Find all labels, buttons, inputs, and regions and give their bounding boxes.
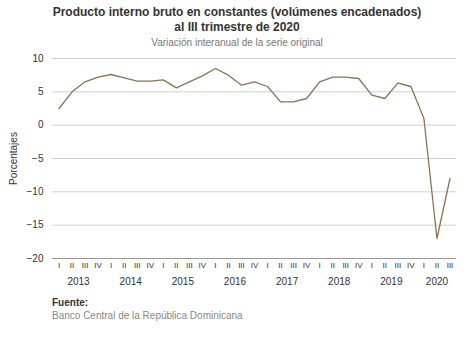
svg-text:IV: IV <box>303 261 311 270</box>
html-text:Variación interanual de la ser: Variación interanual de la serie origina… <box>151 37 323 48</box>
svg-text:2017: 2017 <box>276 276 299 287</box>
svg-text:2016: 2016 <box>224 276 247 287</box>
svg-text:II: II <box>330 261 334 270</box>
svg-text:10: 10 <box>32 53 44 64</box>
svg-text:IV: IV <box>94 261 102 270</box>
svg-text:III: III <box>342 261 349 270</box>
svg-text:2014: 2014 <box>120 276 143 287</box>
svg-text:0: 0 <box>38 119 44 130</box>
svg-text:II: II <box>435 261 439 270</box>
svg-text:−5: −5 <box>32 153 44 164</box>
svg-text:Porcentajes: Porcentajes <box>8 132 19 185</box>
svg-text:II: II <box>122 261 126 270</box>
svg-text:IV: IV <box>251 261 259 270</box>
svg-text:2015: 2015 <box>172 276 195 287</box>
svg-text:2019: 2019 <box>380 276 403 287</box>
html-text:Fuente:: Fuente: <box>52 297 89 308</box>
svg-text:−20: −20 <box>27 253 44 264</box>
html-text:Banco Central de la República: Banco Central de la República Dominicana <box>52 310 243 321</box>
svg-text:I: I <box>266 261 268 270</box>
svg-text:III: III <box>290 261 297 270</box>
svg-text:II: II <box>278 261 282 270</box>
svg-text:IV: IV <box>407 261 415 270</box>
svg-text:2018: 2018 <box>328 276 351 287</box>
svg-text:II: II <box>174 261 178 270</box>
svg-text:−10: −10 <box>27 186 44 197</box>
svg-text:III: III <box>238 261 245 270</box>
svg-text:III: III <box>134 261 141 270</box>
svg-text:2020: 2020 <box>426 276 449 287</box>
svg-text:II: II <box>383 261 387 270</box>
svg-text:III: III <box>447 261 454 270</box>
svg-text:I: I <box>58 261 60 270</box>
svg-text:IV: IV <box>146 261 154 270</box>
svg-text:IV: IV <box>199 261 207 270</box>
svg-text:I: I <box>423 261 425 270</box>
svg-text:III: III <box>186 261 193 270</box>
svg-text:III: III <box>82 261 89 270</box>
svg-text:I: I <box>110 261 112 270</box>
svg-text:I: I <box>371 261 373 270</box>
svg-text:I: I <box>214 261 216 270</box>
svg-text:IV: IV <box>355 261 363 270</box>
svg-text:2013: 2013 <box>67 276 90 287</box>
svg-text:I: I <box>162 261 164 270</box>
svg-text:I: I <box>319 261 321 270</box>
svg-text:−15: −15 <box>27 219 44 230</box>
html-text:Producto interno bruto en cons: Producto interno bruto en constantes (vo… <box>52 5 422 34</box>
svg-text:III: III <box>395 261 402 270</box>
svg-text:II: II <box>226 261 230 270</box>
svg-text:5: 5 <box>38 86 44 97</box>
svg-text:II: II <box>70 261 74 270</box>
